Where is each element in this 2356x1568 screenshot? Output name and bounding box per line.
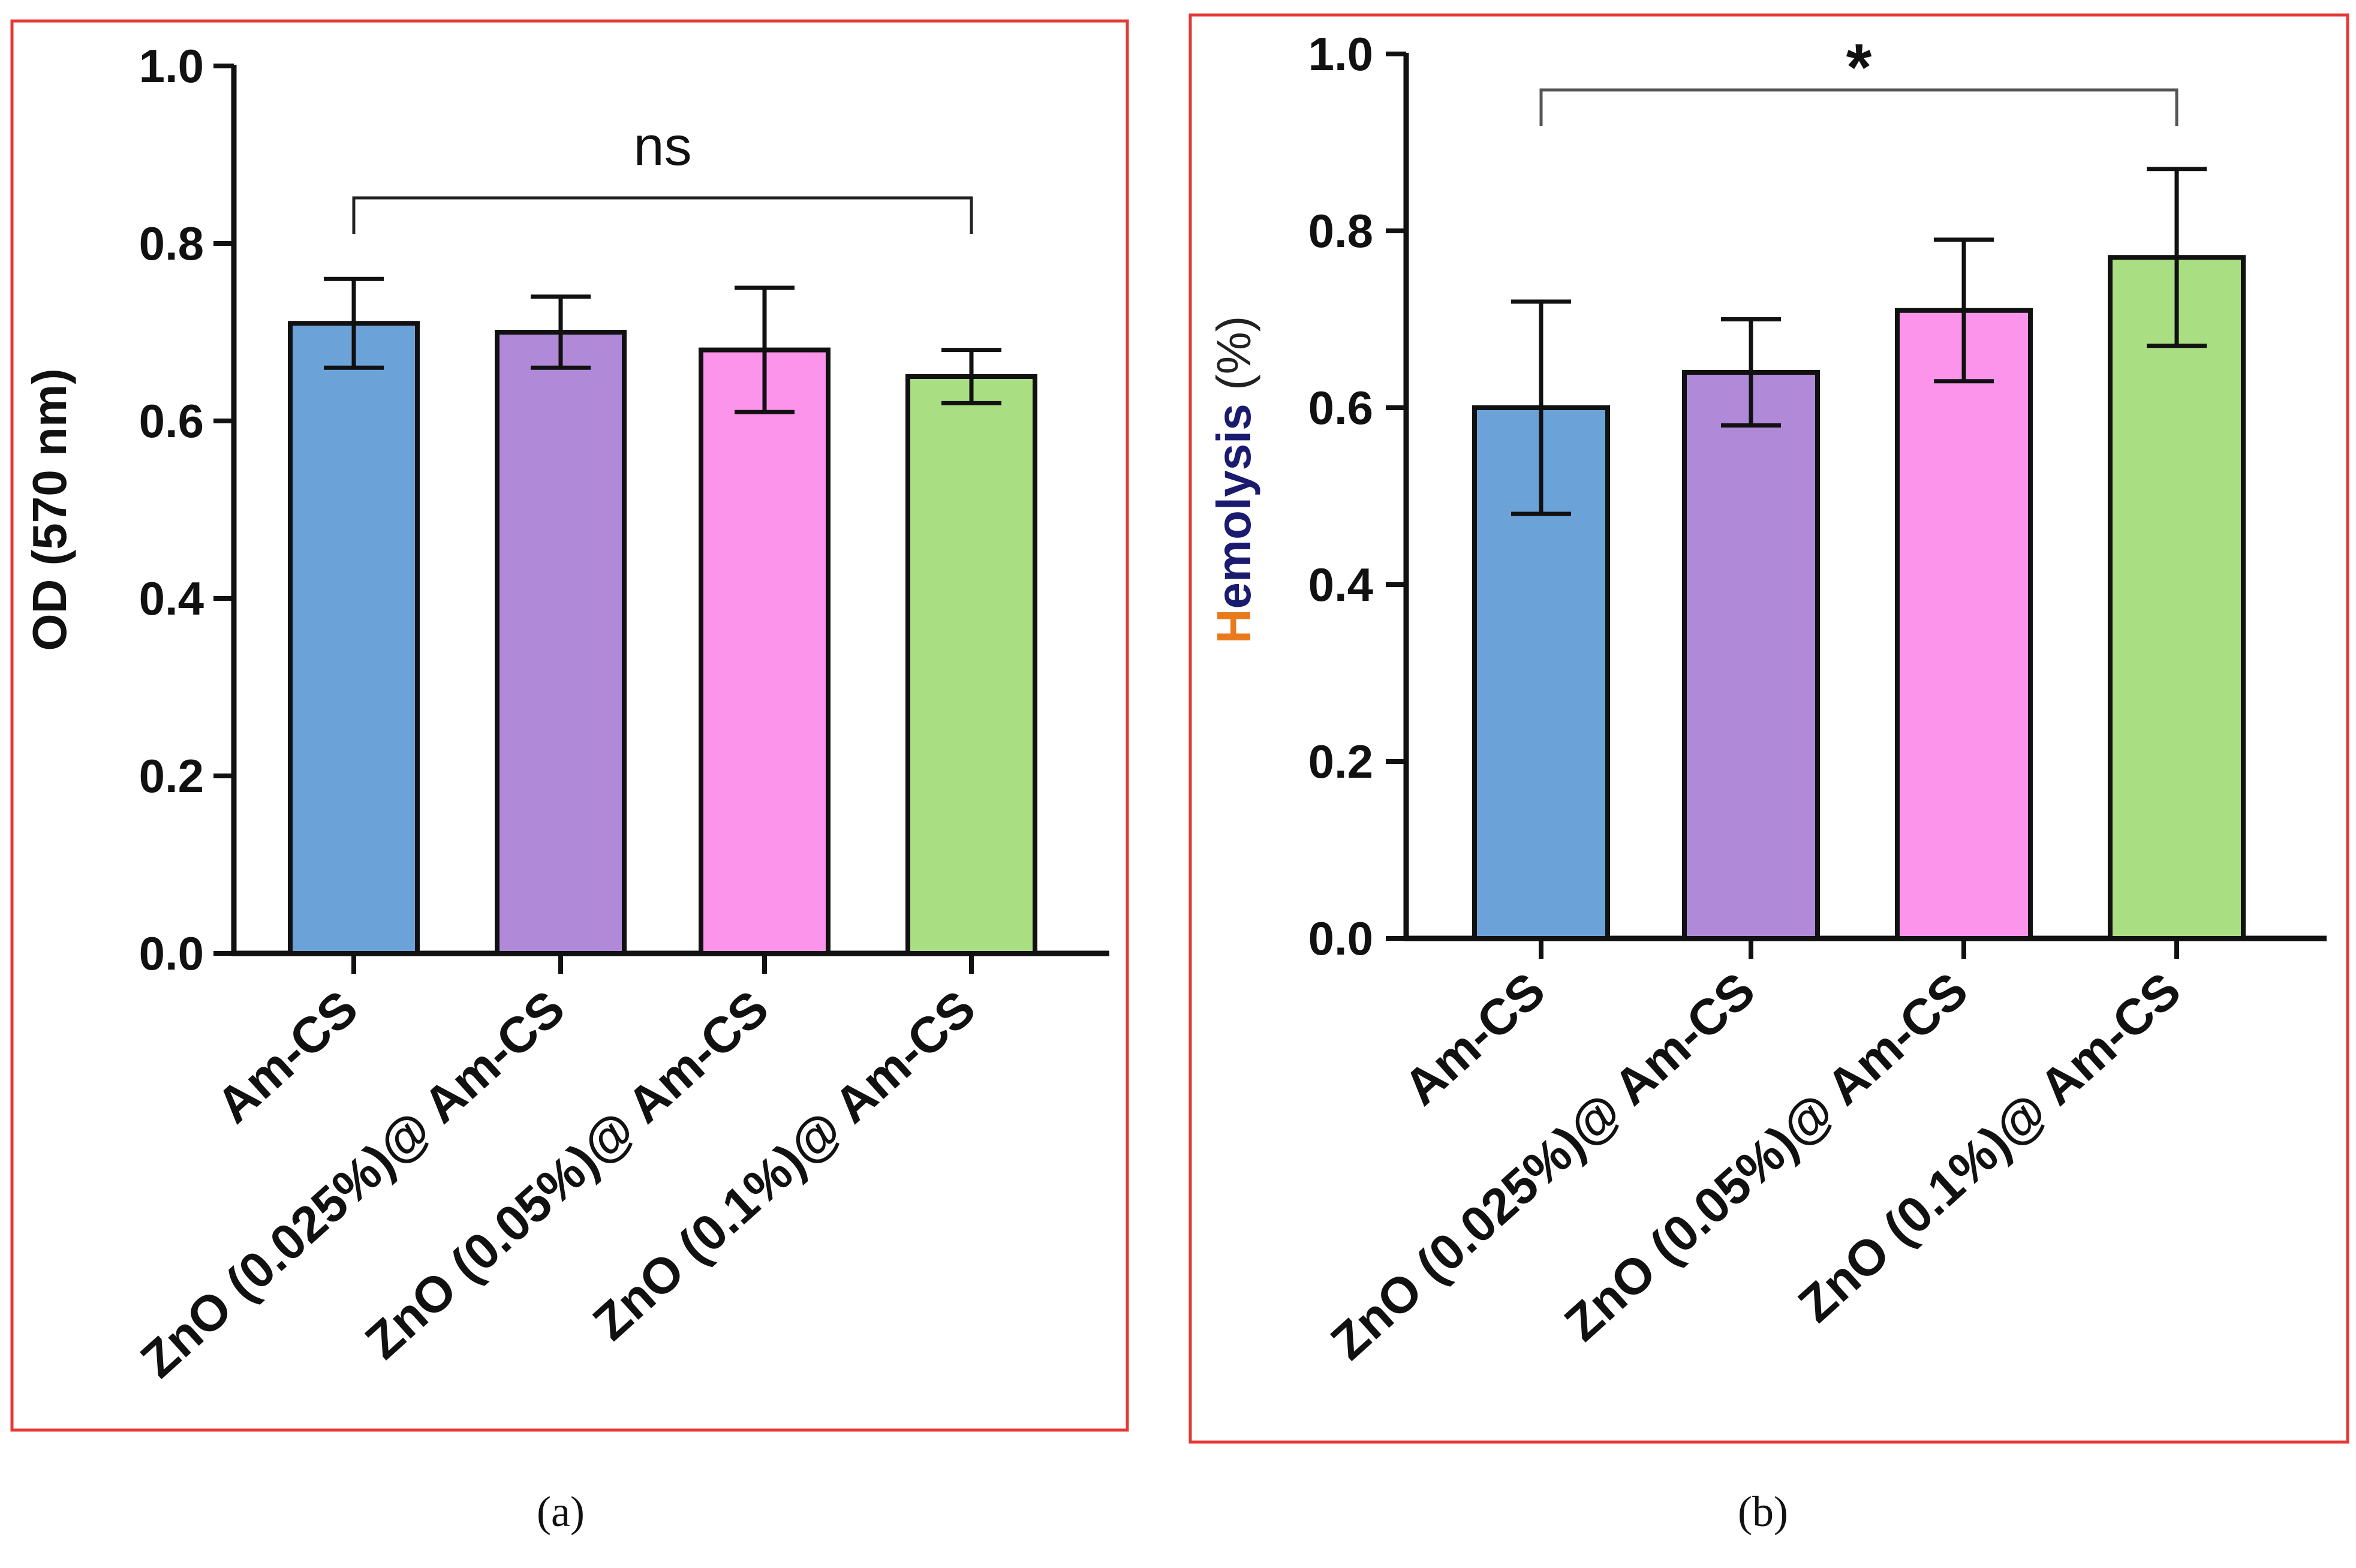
y-tick-label: 0.4: [1308, 558, 1373, 611]
y-tick-label: 0.4: [139, 572, 204, 625]
panel-frame: [1188, 13, 2349, 1444]
y-axis-title: OD (570 nm): [23, 368, 76, 651]
bar-3: [699, 347, 831, 956]
y-tick-label: 0.0: [1308, 912, 1373, 965]
y-axis-title-unit: (%): [1207, 316, 1260, 404]
bar-4: [2108, 255, 2246, 941]
significance-label: *: [1846, 31, 1872, 104]
bar-3: [1895, 308, 2033, 941]
y-tick-label: 0.2: [1308, 735, 1373, 788]
bar-2: [495, 330, 627, 956]
y-axis-title-word: emolysis: [1207, 404, 1260, 609]
significance-bracket: [1539, 88, 2179, 126]
significance-bracket: [352, 196, 973, 234]
bar-4: [905, 374, 1037, 956]
y-tick-label: 1.0: [139, 40, 204, 92]
y-tick-label: 1.0: [1308, 28, 1373, 80]
y-tick-label: 0.6: [139, 395, 204, 447]
panel-frame: [10, 19, 1129, 1432]
panel-caption: (b): [1738, 1488, 1788, 1536]
y-tick-label: 0.8: [139, 217, 204, 270]
y-axis-title-initial: H: [1207, 609, 1260, 644]
y-tick-label: 0.2: [139, 750, 204, 802]
y-tick-label: 0.0: [139, 927, 204, 980]
y-tick-label: 0.6: [1308, 381, 1373, 434]
bar-1: [288, 321, 420, 956]
y-tick-label: 0.8: [1308, 204, 1373, 257]
significance-label: ns: [633, 116, 691, 177]
bar-2: [1682, 370, 1820, 941]
y-axis-title: Hemolysis (%): [1207, 316, 1260, 644]
panel-caption: (a): [537, 1488, 585, 1536]
